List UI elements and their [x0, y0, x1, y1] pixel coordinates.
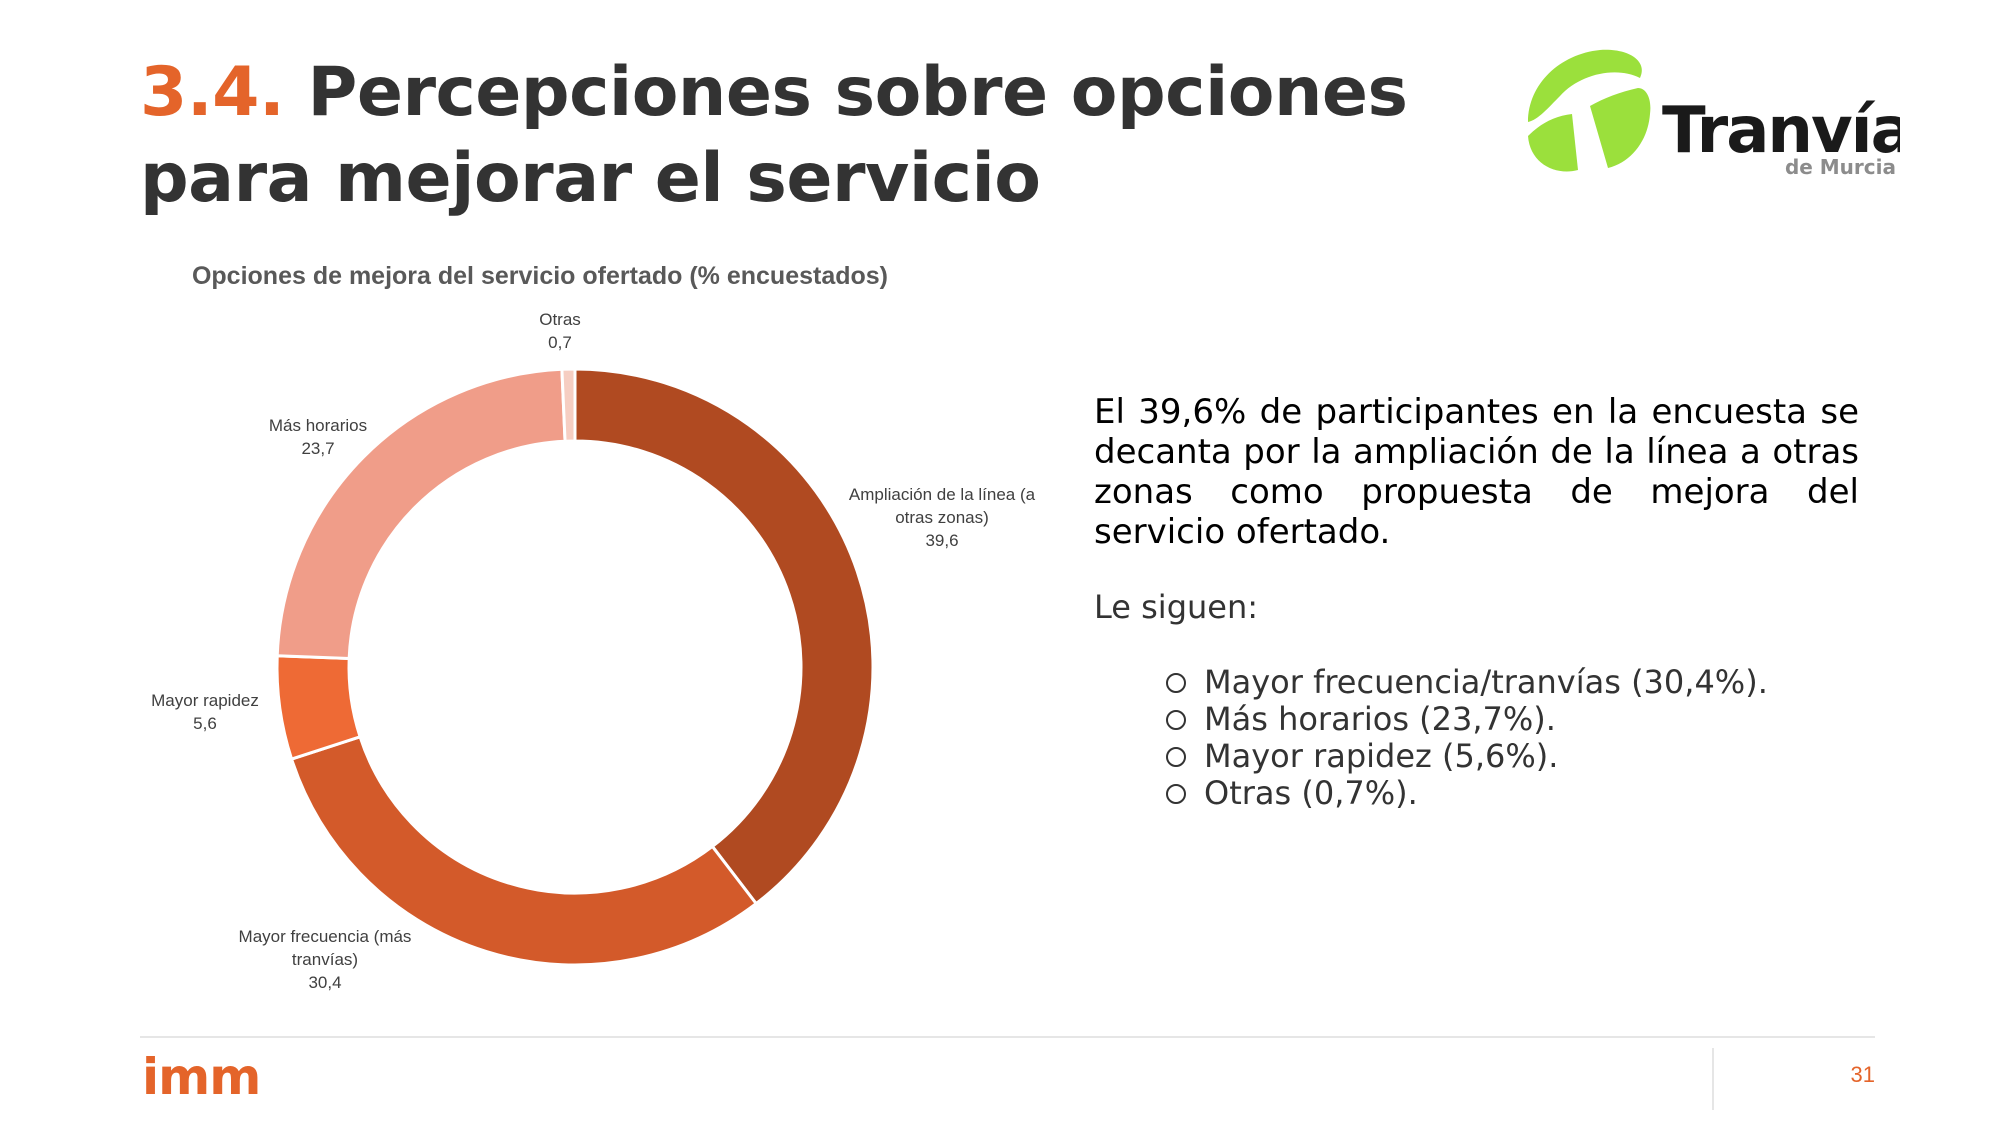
slice-value-label: 39,6: [925, 531, 958, 550]
imm-logo: imm: [142, 1056, 261, 1100]
bullet-item: Más horarios (23,7%).: [1166, 701, 1768, 738]
slice-category-label: otras zonas): [895, 508, 989, 527]
slice-value-label: 30,4: [308, 973, 341, 992]
slice-value-label: 23,7: [301, 439, 334, 458]
slice-label: Otras 0,7: [539, 310, 581, 352]
summary-paragraph: El 39,6% de participantes en la encuesta…: [1094, 392, 1859, 552]
subheading: Le siguen:: [1094, 588, 1259, 626]
donut-slice: [289, 734, 759, 967]
slice-label: Más horarios 23,7: [269, 416, 367, 458]
circle-bullet-icon: [1166, 672, 1186, 693]
slice-value-label: 5,6: [193, 714, 217, 733]
slide-title: 3.4. Percepciones sobre opciones para me…: [140, 50, 1408, 222]
footer-divider: [140, 1036, 1875, 1038]
donut-chart: Ampliación de la línea (a otras zonas) 39,…: [151, 310, 1035, 992]
page-number: 31: [1850, 1062, 1875, 1087]
donut-labels: Ampliación de la línea (a otras zonas) 39,…: [151, 310, 1035, 992]
slice-label: Ampliación de la línea (a otras zonas) 39,…: [849, 485, 1036, 550]
circle-bullet-icon: [1166, 783, 1186, 804]
title-line-2: para mejorar el servicio: [140, 139, 1041, 218]
slice-category-label: Mayor rapidez: [151, 691, 259, 710]
slice-category-label: Otras: [539, 310, 581, 329]
tranvia-logo-text: Tranvía: [1662, 94, 1900, 168]
bullet-list: Mayor frecuencia/tranvías (30,4%). Más h…: [1166, 664, 1768, 812]
donut-slices: [275, 367, 875, 967]
donut-slice: [560, 367, 577, 443]
title-number: 3.4.: [140, 53, 285, 132]
tranvia-logo-mark: [1528, 49, 1651, 172]
slice-category-label: tranvías): [292, 950, 358, 969]
imm-logo-text: imm: [142, 1056, 260, 1100]
tranvia-logo-subtext: de Murcia: [1785, 155, 1896, 179]
slice-value-label: 0,7: [548, 333, 572, 352]
bullet-item: Otras (0,7%).: [1166, 775, 1768, 812]
title-line-1: Percepciones sobre opciones: [307, 53, 1408, 132]
tranvia-logo: Tranvía de Murcia: [1528, 49, 1900, 179]
circle-bullet-icon: [1166, 746, 1186, 767]
slice-category-label: Más horarios: [269, 416, 367, 435]
donut-slice: [573, 367, 875, 906]
bullet-item: Mayor rapidez (5,6%).: [1166, 738, 1768, 775]
footer-vertical-divider: [1712, 1048, 1714, 1110]
slice-label: Mayor frecuencia (más tranvías) 30,4: [239, 927, 412, 992]
slice-label: Mayor rapidez 5,6: [151, 691, 259, 733]
slice-category-label: Ampliación de la línea (a: [849, 485, 1036, 504]
chart-title: Opciones de mejora del servicio ofertado…: [191, 262, 889, 290]
circle-bullet-icon: [1166, 709, 1186, 730]
bullet-item: Mayor frecuencia/tranvías (30,4%).: [1166, 664, 1768, 701]
donut-slice: [275, 367, 567, 661]
slice-category-label: Mayor frecuencia (más: [239, 927, 412, 946]
